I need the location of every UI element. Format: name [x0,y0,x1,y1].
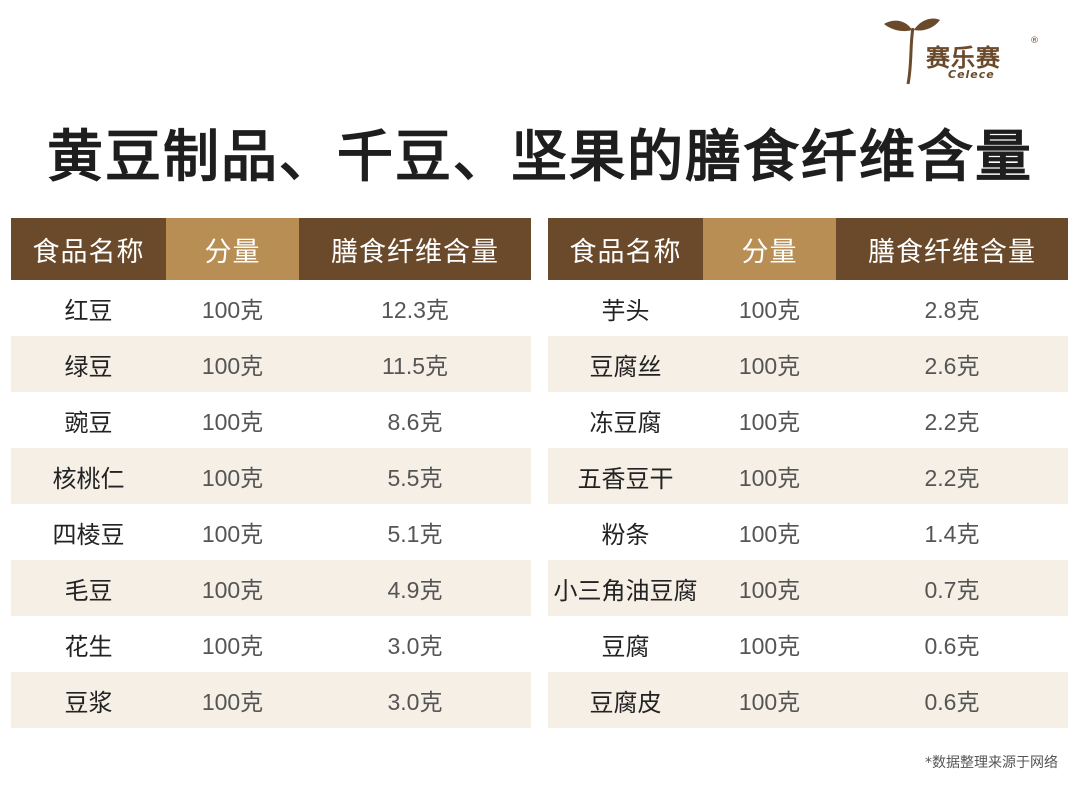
brand-name-cn: 赛乐赛 [926,44,1001,72]
food-name-cell: 豆腐皮 [548,672,703,728]
amount-cell: 100克 [738,633,801,659]
fiber-cell: 2.2克 [924,409,980,435]
fiber-cell: 11.5克 [299,336,531,392]
fiber-cell: 0.6克 [924,633,980,659]
brand-logo: 赛乐赛 ® Celece [880,14,1040,86]
amount-cell: 100克 [166,448,299,504]
fiber-cell: 3.0克 [299,672,531,728]
fiber-cell: 4.9克 [299,560,531,616]
table-row: 绿豆 100克 11.5克 [11,336,531,392]
amount-cell: 100克 [738,409,801,435]
food-name-cell: 芋头 [601,296,650,325]
page-title: 黄豆制品、千豆、坚果的膳食纤维含量 [47,125,1033,190]
amount-cell: 100克 [738,521,801,547]
brand-name-en: Celece [948,68,995,81]
amount-cell: 100克 [201,297,264,323]
food-name-cell: 毛豆 [11,560,166,616]
table-row: 红豆 100克 12.3克 [11,280,531,336]
registered-mark: ® [1030,36,1039,46]
header-amount: 分量 [703,218,836,280]
amount-cell: 100克 [166,336,299,392]
food-name-cell: 小三角油豆腐 [548,560,703,616]
amount-cell: 100克 [703,448,836,504]
fiber-cell: 5.5克 [299,448,531,504]
table-row: 豆腐丝 100克 2.6克 [548,336,1068,392]
table-row: 五香豆干 100克 2.2克 [548,448,1068,504]
fiber-cell: 0.6克 [836,672,1068,728]
amount-cell: 100克 [201,633,264,659]
food-name-cell: 花生 [64,632,113,661]
table-row: 豌豆 100克 8.6克 [11,392,531,448]
header-fiber: 膳食纤维含量 [836,218,1068,280]
fiber-cell: 12.3克 [381,297,449,323]
fiber-cell: 3.0克 [387,633,443,659]
fiber-cell: 5.1克 [387,521,443,547]
header-amount: 分量 [166,218,299,280]
table-row: 豆腐皮 100克 0.6克 [548,672,1068,728]
table-row: 豆腐 100克 0.6克 [548,616,1068,672]
amount-cell: 100克 [166,672,299,728]
food-name-cell: 粉条 [601,520,650,549]
table-header-row: 食品名称 分量 膳食纤维含量 [11,218,531,280]
food-name-cell: 红豆 [64,296,113,325]
fiber-table-left: 食品名称 分量 膳食纤维含量 红豆 100克 12.3克 绿豆 100克 11.… [11,218,531,728]
amount-cell: 100克 [738,297,801,323]
food-name-cell: 豆浆 [11,672,166,728]
food-name-cell: 冻豆腐 [589,408,662,437]
fiber-cell: 0.7克 [836,560,1068,616]
header-fiber: 膳食纤维含量 [299,218,531,280]
food-name-cell: 豆腐 [601,632,650,661]
table-row: 核桃仁 100克 5.5克 [11,448,531,504]
food-name-cell: 五香豆干 [548,448,703,504]
food-name-cell: 豆腐丝 [548,336,703,392]
fiber-cell: 8.6克 [387,409,443,435]
source-note: *数据整理来源于网络 [925,755,1058,771]
table-row: 粉条 100克 1.4克 [548,504,1068,560]
fiber-cell: 1.4克 [924,521,980,547]
fiber-cell: 2.2克 [836,448,1068,504]
fiber-cell: 2.6克 [836,336,1068,392]
table-row: 冻豆腐 100克 2.2克 [548,392,1068,448]
amount-cell: 100克 [703,560,836,616]
food-name-cell: 核桃仁 [11,448,166,504]
amount-cell: 100克 [201,409,264,435]
header-food-name: 食品名称 [548,218,703,280]
table-row: 花生 100克 3.0克 [11,616,531,672]
header-food-name: 食品名称 [11,218,166,280]
table-header-row: 食品名称 分量 膳食纤维含量 [548,218,1068,280]
fiber-cell: 2.8克 [924,297,980,323]
food-name-cell: 四棱豆 [52,520,125,549]
table-row: 毛豆 100克 4.9克 [11,560,531,616]
fiber-table-right: 食品名称 分量 膳食纤维含量 芋头 100克 2.8克 豆腐丝 100克 2.6… [548,218,1068,728]
table-row: 四棱豆 100克 5.1克 [11,504,531,560]
food-name-cell: 绿豆 [11,336,166,392]
table-row: 豆浆 100克 3.0克 [11,672,531,728]
table-row: 小三角油豆腐 100克 0.7克 [548,560,1068,616]
food-name-cell: 豌豆 [64,408,113,437]
amount-cell: 100克 [703,672,836,728]
amount-cell: 100克 [201,521,264,547]
table-row: 芋头 100克 2.8克 [548,280,1068,336]
amount-cell: 100克 [166,560,299,616]
amount-cell: 100克 [703,336,836,392]
dragonfly-icon [884,18,940,85]
